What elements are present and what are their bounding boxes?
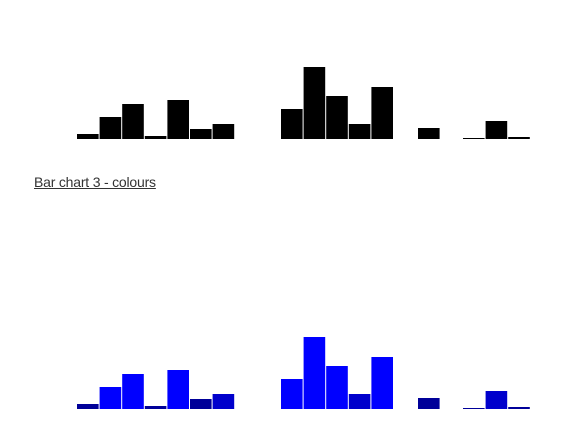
bar-g1-6 (190, 129, 212, 139)
bar-g1-3 (122, 374, 144, 409)
bar-g1-4 (144, 406, 167, 409)
bar-g2-4 (348, 394, 371, 409)
bar-g4-2 (485, 391, 508, 409)
bar-chart-3-colours (77, 337, 530, 409)
bar-g1-1 (77, 404, 99, 409)
bar-g1-2 (99, 117, 122, 139)
bar-g4-3 (508, 407, 530, 409)
bar-g3-1 (418, 398, 440, 409)
bar-g1-6 (190, 399, 212, 409)
bar-g2-1 (281, 109, 303, 139)
bar-g4-2 (485, 121, 508, 139)
bar-g1-7 (212, 124, 235, 139)
bar-g4-1 (463, 408, 485, 409)
bar-g2-3 (326, 96, 348, 139)
bar-g1-5 (167, 370, 189, 409)
bar-g2-5 (371, 357, 393, 409)
bar-g2-4 (348, 124, 371, 139)
bar-g1-5 (167, 100, 189, 139)
bar-g1-7 (212, 394, 235, 409)
bar-g3-1 (418, 128, 440, 139)
bar-g2-3 (326, 366, 348, 409)
bar-g2-5 (371, 87, 393, 139)
bar-g1-3 (122, 104, 144, 139)
bar-chart-1 (77, 67, 530, 139)
bar-g2-2 (303, 337, 326, 409)
bar-g2-2 (303, 67, 326, 139)
bar-g1-4 (144, 136, 167, 139)
bar-g2-1 (281, 379, 303, 409)
bar-g1-2 (99, 387, 122, 409)
section-heading-bar-chart-3: Bar chart 3 - colours (34, 174, 156, 190)
bar-g4-3 (508, 137, 530, 139)
bar-g4-1 (463, 138, 485, 139)
bar-g1-1 (77, 134, 99, 139)
